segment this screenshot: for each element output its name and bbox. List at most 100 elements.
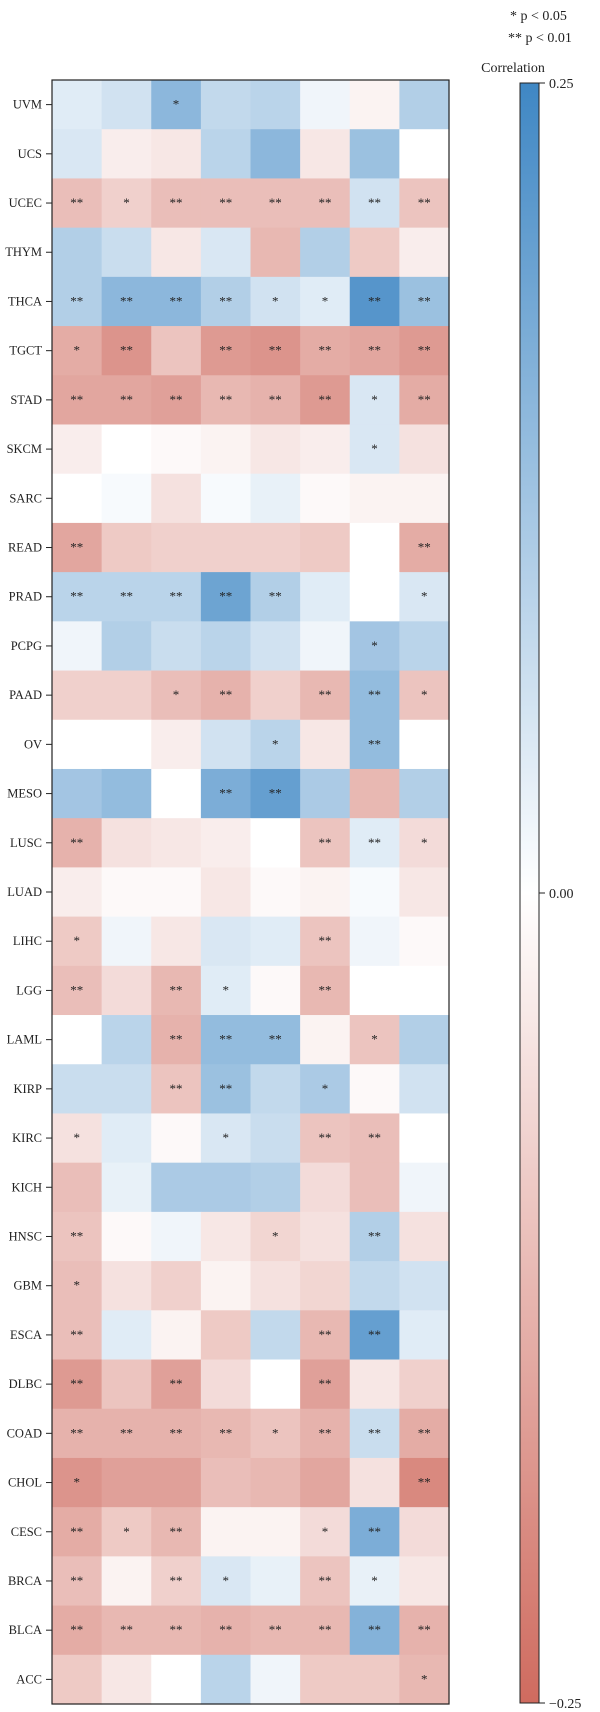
heatmap-cell-lusc-7 — [349, 818, 400, 868]
colorbar-tick-label-0: 0.25 — [549, 77, 574, 92]
heatmap-cell-brca-7 — [349, 1556, 400, 1607]
sig-mark-thca-5: * — [272, 293, 279, 308]
row-label-brca: BRCA — [8, 1574, 42, 1588]
sig-mark-blca-5: ** — [269, 1622, 282, 1637]
heatmap-cell-kich-5 — [250, 1162, 301, 1213]
heatmap-cell-coad-3 — [151, 1408, 202, 1459]
heatmap-cell-stad-7 — [349, 375, 400, 426]
heatmap-cell-sarc-2 — [101, 473, 152, 524]
heatmap-cell-kirp-2 — [101, 1064, 152, 1115]
sig-mark-coad-7: ** — [368, 1425, 381, 1440]
heatmap-cell-paad-1 — [52, 670, 103, 721]
heatmap-cell-kich-7 — [349, 1162, 400, 1213]
heatmap-cell-kirc-4 — [200, 1113, 252, 1164]
heatmap-cell-meso-3 — [151, 768, 202, 819]
sig-mark-blca-2: ** — [120, 1622, 133, 1637]
heatmap-cell-acc-3 — [151, 1654, 202, 1705]
row-label-ov: OV — [24, 737, 42, 751]
sig-mark-kirc-1: * — [74, 1130, 81, 1145]
heatmap-cell-prad-2 — [101, 572, 152, 622]
heatmap-cell-read-7 — [349, 522, 400, 573]
heatmap-cell-read-1 — [52, 522, 103, 573]
heatmap-cell-acc-8 — [399, 1654, 450, 1705]
sig-mark-prad-1: ** — [70, 589, 83, 604]
heatmap-cell-coad-2 — [101, 1408, 152, 1459]
sig-mark-coad-8: ** — [418, 1425, 431, 1440]
heatmap-cell-gbm-2 — [101, 1261, 152, 1311]
heatmap-cell-hnsc-8 — [399, 1211, 450, 1262]
sig-mark-laml-3: ** — [170, 1032, 183, 1047]
sig-mark-thca-2: ** — [120, 293, 133, 308]
heatmap-cell-kirc-7 — [349, 1113, 400, 1164]
heatmap-cell-chol-2 — [101, 1457, 152, 1508]
sig-mark-ov-7: ** — [368, 736, 381, 751]
heatmap-cell-tgct-3 — [151, 326, 202, 376]
heatmap-cell-lgg-5 — [250, 965, 301, 1016]
heatmap-cell-thym-4 — [200, 227, 252, 278]
sig-mark-acc-8: * — [421, 1671, 428, 1686]
heatmap-cell-cesc-1 — [52, 1507, 103, 1557]
sig-mark-tgct-6: ** — [318, 343, 331, 358]
heatmap-cell-prad-6 — [300, 572, 351, 622]
heatmap-cell-kirp-6 — [300, 1064, 351, 1115]
heatmap-cell-ucec-5 — [250, 178, 301, 229]
heatmap-cell-gbm-8 — [399, 1261, 450, 1311]
row-label-pcpg: PCPG — [11, 639, 42, 653]
heatmap-cell-blca-4 — [200, 1605, 252, 1656]
heatmap-cell-blca-8 — [399, 1605, 450, 1656]
heatmap-cell-uvm-1 — [52, 80, 103, 130]
heatmap-cell-skcm-4 — [200, 424, 252, 475]
heatmap-cell-luad-6 — [300, 867, 351, 918]
heatmap-cell-uvm-3 — [151, 80, 202, 130]
heatmap-cell-kirc-3 — [151, 1113, 202, 1164]
heatmap-cell-uvm-7 — [349, 80, 400, 130]
heatmap-cell-sarc-3 — [151, 473, 202, 524]
heatmap-cell-lusc-2 — [101, 818, 152, 868]
heatmap-cell-ov-8 — [399, 719, 450, 770]
heatmap-cell-brca-4 — [200, 1556, 252, 1607]
heatmap-cell-hnsc-5 — [250, 1211, 301, 1262]
heatmap-cell-coad-8 — [399, 1408, 450, 1459]
row-label-cesc: CESC — [11, 1525, 42, 1539]
heatmap-cell-ucs-7 — [349, 129, 400, 180]
row-label-lihc: LIHC — [13, 934, 42, 948]
heatmap-cell-tgct-5 — [250, 326, 301, 376]
heatmap-cell-read-3 — [151, 522, 202, 573]
sig-mark-blca-6: ** — [318, 1622, 331, 1637]
heatmap-cell-cesc-5 — [250, 1507, 301, 1557]
heatmap-cell-lihc-4 — [200, 916, 252, 967]
row-label-read: READ — [8, 541, 42, 555]
heatmap-cell-stad-6 — [300, 375, 351, 426]
heatmap-cell-thym-6 — [300, 227, 351, 278]
sig-mark-read-8: ** — [418, 540, 431, 555]
heatmap-cell-pcpg-6 — [300, 621, 351, 672]
heatmap-cell-laml-7 — [349, 1015, 400, 1065]
sig-mark-coad-5: * — [272, 1425, 279, 1440]
heatmap-cell-cesc-8 — [399, 1507, 450, 1557]
heatmap-cell-thym-5 — [250, 227, 301, 278]
heatmap-cell-cesc-7 — [349, 1507, 400, 1557]
sig-mark-paad-8: * — [421, 687, 428, 702]
heatmap-cell-lihc-3 — [151, 916, 202, 967]
sig-mark-coad-6: ** — [318, 1425, 331, 1440]
row-label-tgct: TGCT — [9, 344, 42, 358]
heatmap-cell-pcpg-1 — [52, 621, 103, 672]
sig-mark-read-1: ** — [70, 540, 83, 555]
heatmap-cell-laml-3 — [151, 1015, 202, 1065]
sig-mark-paad-3: * — [173, 687, 180, 702]
heatmap-cell-luad-3 — [151, 867, 202, 918]
sig-mark-kirp-4: ** — [219, 1081, 232, 1096]
heatmap-cell-laml-5 — [250, 1015, 301, 1065]
sig-mark-dlbc-6: ** — [318, 1376, 331, 1391]
sig-mark-tgct-8: ** — [418, 343, 431, 358]
heatmap-cell-luad-4 — [200, 867, 252, 918]
sig-mark-cesc-3: ** — [170, 1524, 183, 1539]
heatmap-cell-kirc-5 — [250, 1113, 301, 1164]
row-label-acc: ACC — [16, 1672, 42, 1686]
sig-mark-lusc-8: * — [421, 835, 428, 850]
heatmap-cell-luad-1 — [52, 867, 103, 918]
heatmap-cell-meso-5 — [250, 768, 301, 819]
heatmap-cell-lusc-1 — [52, 818, 103, 868]
heatmap-cell-blca-2 — [101, 1605, 152, 1656]
